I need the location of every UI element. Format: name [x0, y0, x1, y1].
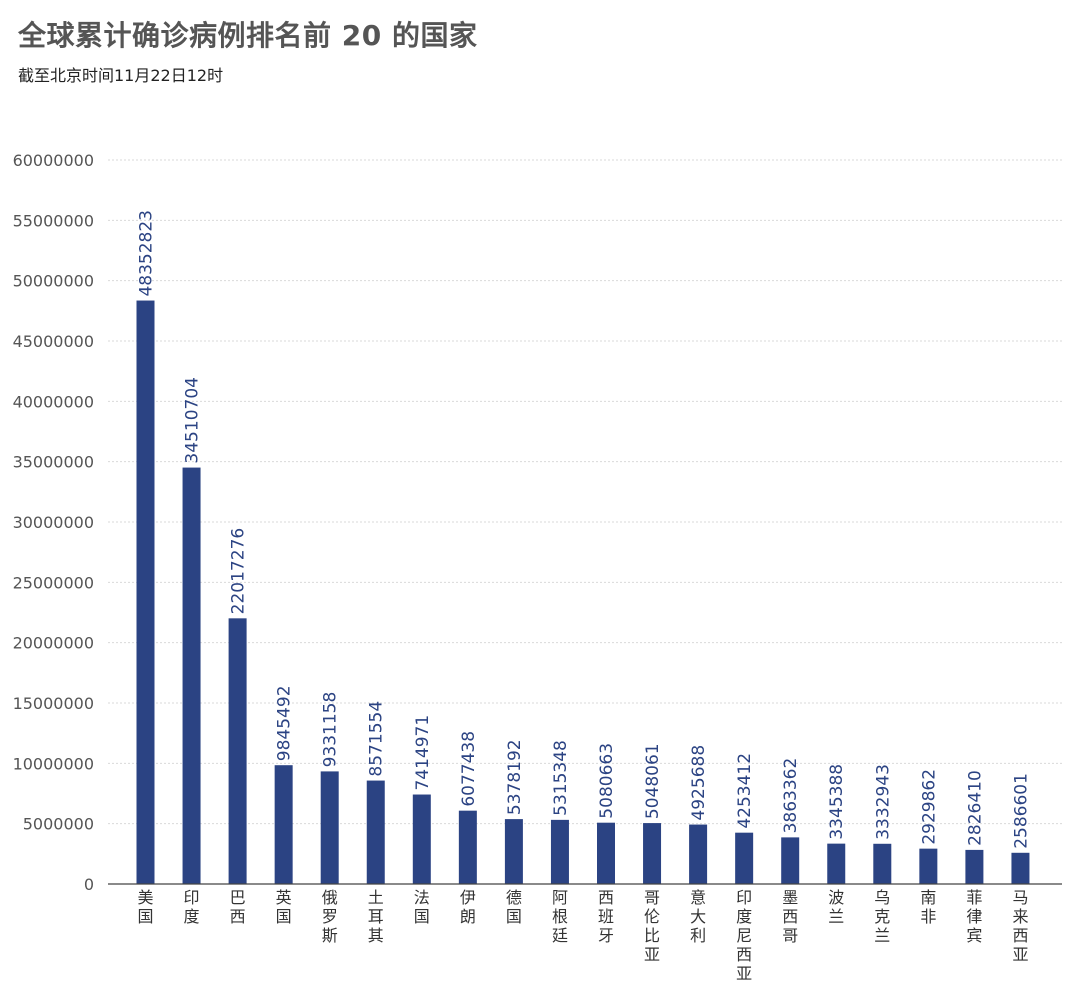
bar-value-label: 3332943: [873, 764, 893, 840]
bar-value-label: 4925688: [689, 745, 709, 821]
category-label: 哥伦比亚: [644, 888, 660, 964]
category-label: 阿根廷: [552, 888, 568, 945]
y-tick-label: 45000000: [13, 332, 94, 351]
category-label: 菲律宾: [966, 888, 982, 945]
bar-value-label: 8571554: [367, 701, 387, 777]
y-tick-label: 15000000: [13, 694, 94, 713]
category-label: 巴西: [230, 888, 246, 926]
bar-value-label: 2826410: [965, 770, 985, 846]
bar: [274, 765, 293, 884]
category-label: 俄罗斯: [322, 888, 338, 945]
bar: [689, 824, 708, 884]
category-label: 英国: [276, 888, 292, 926]
y-tick-label: 55000000: [13, 211, 94, 230]
bar: [827, 843, 846, 884]
bar-value-label: 6077438: [459, 731, 479, 807]
bar-value-label: 2586601: [1011, 773, 1031, 849]
y-tick-label: 35000000: [13, 453, 94, 472]
bar: [735, 832, 754, 884]
bar-value-label: 5048061: [643, 743, 663, 819]
category-label: 土耳其: [368, 888, 384, 945]
bar-value-label: 5080663: [597, 743, 617, 819]
bar: [965, 849, 984, 884]
bar-value-label: 3863362: [781, 758, 801, 834]
bar: [228, 618, 247, 884]
grid-lines: [108, 159, 1062, 825]
category-label: 意大利: [690, 888, 706, 945]
category-label: 印度尼西亚: [736, 888, 752, 983]
category-label: 乌克兰: [874, 888, 890, 945]
y-tick-label: 25000000: [13, 573, 94, 592]
bar-value-label: 22017276: [229, 528, 249, 615]
bar: [781, 837, 800, 884]
y-tick-label: 60000000: [13, 151, 94, 170]
category-label: 南非: [920, 888, 936, 926]
category-label: 法国: [414, 888, 430, 926]
bar-value-label: 48352823: [137, 210, 157, 297]
category-label: 美国: [137, 888, 153, 926]
y-tick-label: 0: [84, 875, 94, 894]
y-tick-label: 20000000: [13, 634, 94, 653]
bar: [550, 819, 569, 884]
category-label: 伊朗: [460, 888, 476, 926]
bars: [136, 300, 1030, 884]
bar: [504, 819, 523, 884]
y-tick-label: 10000000: [13, 754, 94, 773]
bar: [458, 810, 477, 884]
category-label: 印度: [184, 888, 200, 926]
y-tick-label: 40000000: [13, 392, 94, 411]
category-label: 马来西亚: [1012, 888, 1028, 964]
bar-value-label: 9845492: [275, 685, 295, 761]
category-label: 德国: [506, 888, 522, 926]
chart-title: 全球累计确诊病例排名前 20 的国家: [18, 19, 478, 52]
value-labels: 48352823 34510704 22017276 9845492 9331158 85…: [137, 210, 1032, 849]
y-axis-ticks: 0 5000000 10000000 15000000 20000000 25000000…: [13, 151, 94, 894]
bar-value-label: 34510704: [183, 377, 203, 464]
bar: [1011, 852, 1030, 884]
bar-value-label: 7414971: [413, 715, 433, 791]
bar-value-label: 5378192: [505, 739, 525, 815]
bar-value-label: 2929862: [919, 769, 939, 845]
y-tick-label: 30000000: [13, 513, 94, 532]
bar: [597, 822, 615, 884]
bar: [136, 300, 155, 884]
bar: [412, 794, 431, 884]
bar: [643, 823, 662, 884]
chart-subtitle: 截至北京时间11月22日12时: [18, 66, 224, 85]
bar-value-label: 4253412: [735, 753, 755, 829]
bar: [182, 467, 201, 884]
bar-value-label: 3345388: [827, 764, 847, 840]
bar: [320, 771, 339, 884]
category-label: 波兰: [828, 888, 844, 926]
bar: [919, 848, 938, 884]
bar: [366, 780, 385, 884]
bar-value-label: 9331158: [321, 692, 341, 768]
bar-value-label: 5315348: [551, 740, 571, 816]
bar: [873, 843, 892, 884]
y-tick-label: 5000000: [23, 815, 94, 834]
category-label: 西班牙: [598, 888, 614, 945]
y-tick-label: 50000000: [13, 272, 94, 291]
category-label: 墨西哥: [782, 888, 798, 945]
